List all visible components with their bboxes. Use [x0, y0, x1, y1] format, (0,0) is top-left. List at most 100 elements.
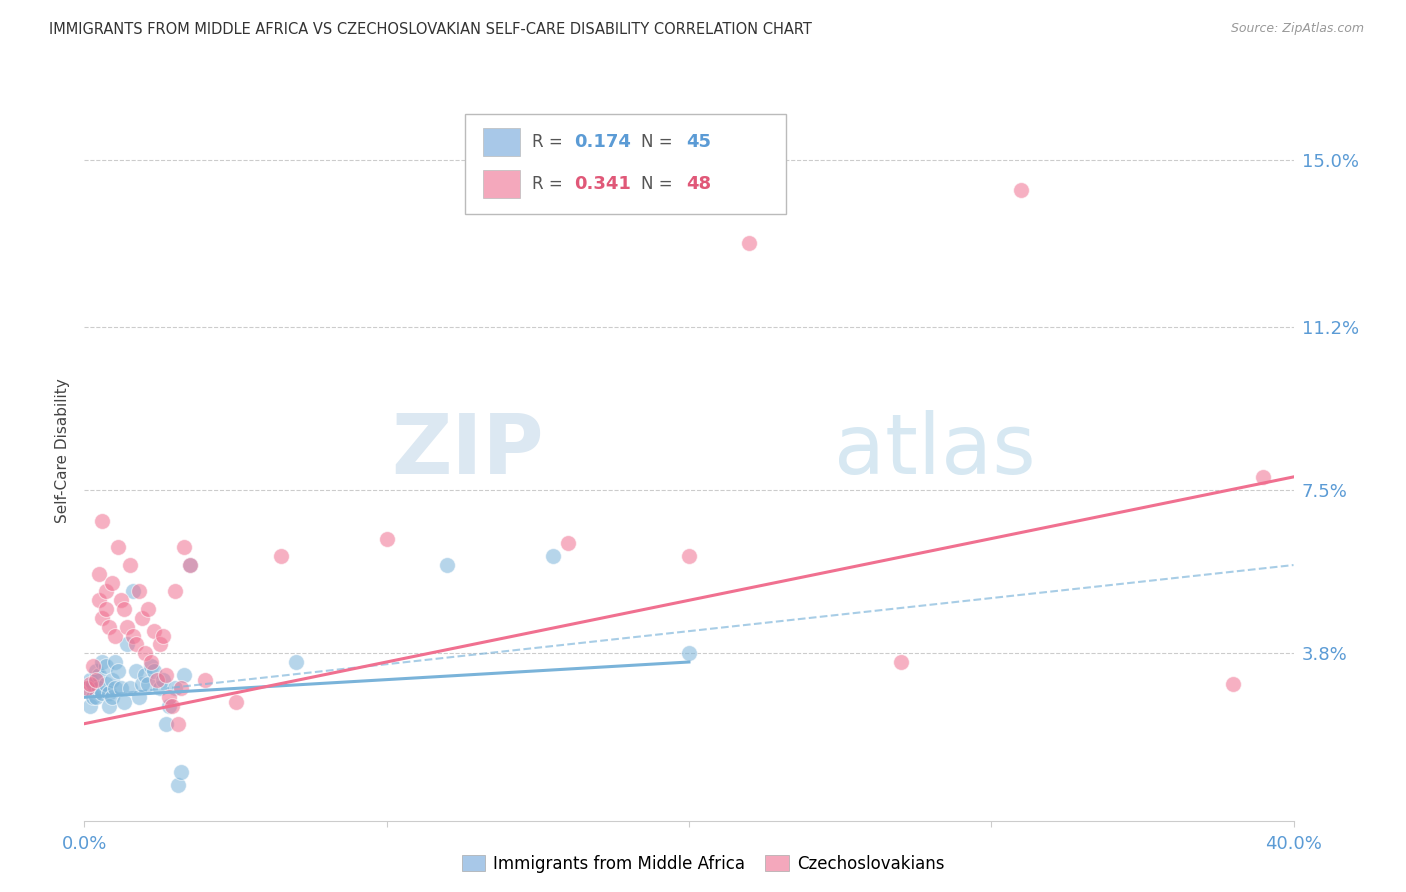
- Point: [139, 659, 162, 673]
- Point: [76, 681, 98, 696]
- Point: [136, 677, 159, 691]
- Point: [79, 677, 101, 691]
- Text: 48: 48: [686, 175, 711, 193]
- Point: [82, 677, 104, 691]
- Point: [194, 673, 217, 687]
- FancyBboxPatch shape: [465, 113, 786, 213]
- FancyBboxPatch shape: [484, 169, 520, 198]
- Point: [170, 681, 193, 696]
- Point: [125, 664, 148, 678]
- Point: [139, 655, 162, 669]
- Point: [134, 646, 156, 660]
- Point: [110, 593, 132, 607]
- Point: [128, 584, 150, 599]
- Point: [678, 646, 700, 660]
- Point: [157, 699, 180, 714]
- Point: [121, 628, 143, 642]
- Point: [173, 668, 195, 682]
- Point: [285, 655, 308, 669]
- Text: 0.174: 0.174: [574, 133, 631, 151]
- Point: [1011, 184, 1033, 198]
- Point: [100, 673, 122, 687]
- Point: [149, 637, 172, 651]
- Point: [270, 549, 292, 564]
- Point: [678, 549, 700, 564]
- Point: [91, 686, 114, 700]
- Y-axis label: Self-Care Disability: Self-Care Disability: [55, 378, 70, 523]
- Point: [131, 677, 153, 691]
- Point: [146, 673, 169, 687]
- Point: [179, 558, 201, 572]
- Point: [157, 690, 180, 705]
- Point: [91, 655, 114, 669]
- Point: [100, 690, 122, 705]
- Point: [118, 681, 141, 696]
- Point: [94, 602, 117, 616]
- Text: IMMIGRANTS FROM MIDDLE AFRICA VS CZECHOSLOVAKIAN SELF-CARE DISABILITY CORRELATIO: IMMIGRANTS FROM MIDDLE AFRICA VS CZECHOS…: [49, 22, 813, 37]
- Legend: Immigrants from Middle Africa, Czechoslovakians: Immigrants from Middle Africa, Czechoslo…: [456, 848, 950, 880]
- Point: [82, 690, 104, 705]
- Point: [155, 716, 177, 731]
- Point: [76, 681, 98, 696]
- Point: [94, 584, 117, 599]
- Point: [104, 628, 127, 642]
- Point: [128, 690, 150, 705]
- FancyBboxPatch shape: [484, 128, 520, 156]
- Point: [738, 236, 761, 251]
- Point: [112, 602, 135, 616]
- Point: [142, 624, 165, 639]
- Point: [541, 549, 564, 564]
- Point: [89, 668, 111, 682]
- Text: R =: R =: [531, 133, 568, 151]
- Text: N =: N =: [641, 133, 678, 151]
- Point: [142, 664, 165, 678]
- Point: [86, 673, 108, 687]
- Point: [152, 628, 174, 642]
- Point: [86, 664, 108, 678]
- Point: [557, 536, 579, 550]
- Point: [152, 673, 174, 687]
- Point: [118, 558, 141, 572]
- Point: [79, 673, 101, 687]
- Point: [94, 677, 117, 691]
- Point: [91, 514, 114, 528]
- Text: 0.341: 0.341: [574, 175, 631, 193]
- Text: 45: 45: [686, 133, 711, 151]
- Point: [1253, 470, 1275, 484]
- Point: [89, 593, 111, 607]
- Point: [104, 655, 127, 669]
- Point: [149, 681, 172, 696]
- Point: [91, 611, 114, 625]
- Point: [167, 778, 190, 792]
- Text: atlas: atlas: [834, 410, 1036, 491]
- Point: [173, 541, 195, 555]
- Point: [1222, 677, 1244, 691]
- Point: [170, 765, 193, 780]
- Point: [179, 558, 201, 572]
- Point: [125, 637, 148, 651]
- Text: ZIP: ZIP: [391, 410, 544, 491]
- Point: [225, 695, 247, 709]
- Point: [89, 566, 111, 581]
- Point: [167, 716, 190, 731]
- Text: R =: R =: [531, 175, 568, 193]
- Point: [107, 664, 129, 678]
- Point: [94, 659, 117, 673]
- Point: [97, 699, 120, 714]
- Point: [86, 690, 108, 705]
- Point: [165, 681, 187, 696]
- Point: [97, 686, 120, 700]
- Point: [436, 558, 458, 572]
- Point: [115, 637, 138, 651]
- Point: [112, 695, 135, 709]
- Point: [155, 668, 177, 682]
- Point: [89, 681, 111, 696]
- Text: N =: N =: [641, 175, 678, 193]
- Point: [136, 602, 159, 616]
- Point: [104, 681, 127, 696]
- Point: [121, 584, 143, 599]
- Point: [110, 681, 132, 696]
- Point: [107, 541, 129, 555]
- Point: [165, 584, 187, 599]
- Point: [160, 699, 183, 714]
